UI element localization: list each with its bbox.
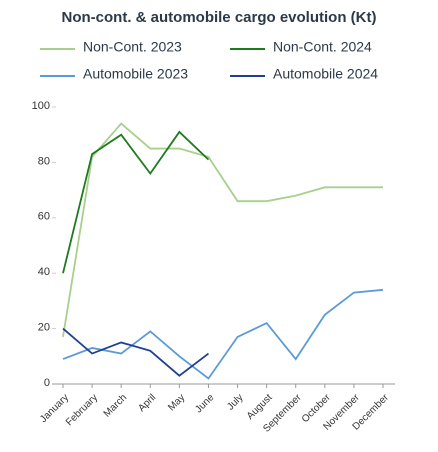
x-tick-label: June — [193, 392, 216, 415]
x-tick-label: February — [64, 392, 100, 428]
x-tick-label: July — [225, 392, 245, 412]
y-tick-label: 60 — [38, 211, 50, 223]
chart-title: Non-cont. & automobile cargo evolution (… — [62, 9, 377, 26]
series-line — [62, 327, 210, 377]
legend-label: Automobile 2024 — [273, 66, 378, 82]
x-tick-label: March — [102, 392, 129, 419]
y-tick-label: 80 — [38, 155, 50, 167]
x-tick-label: April — [136, 392, 158, 414]
y-tick-label: 40 — [38, 266, 50, 278]
x-tick-label: May — [166, 392, 187, 413]
legend-label: Non-Cont. 2023 — [83, 39, 182, 55]
legend-label: Automobile 2023 — [83, 66, 188, 82]
series-line — [62, 288, 384, 380]
y-tick-label: 0 — [44, 377, 50, 389]
series-line — [62, 122, 383, 338]
series-line — [62, 130, 210, 274]
y-tick-label: 100 — [32, 100, 50, 112]
y-tick-label: 20 — [38, 322, 50, 334]
legend-label: Non-Cont. 2024 — [273, 39, 372, 55]
